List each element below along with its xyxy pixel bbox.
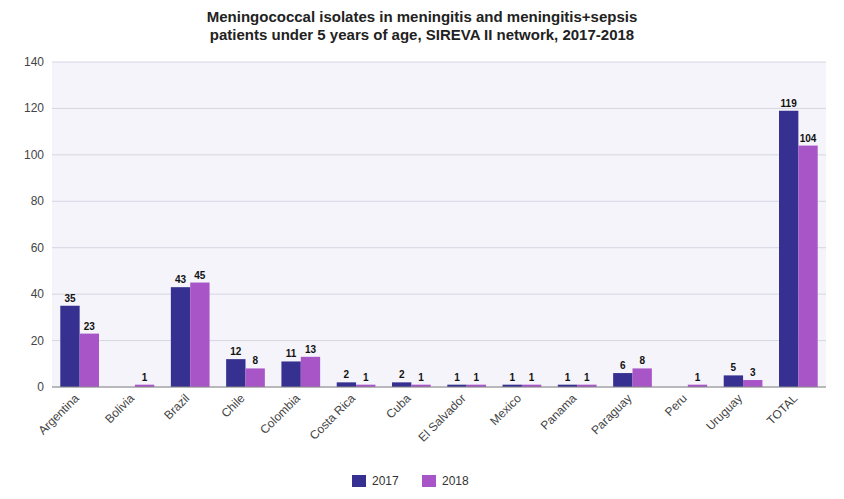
grid-line (52, 154, 826, 155)
data-labels: 3543121122111651192314581311111813104 (64, 98, 816, 383)
data-label: 35 (64, 293, 76, 304)
data-label: 1 (142, 372, 148, 383)
y-tick-label: 120 (24, 101, 44, 115)
title: Meningococcal isolates in meningitis and… (207, 8, 638, 43)
data-label: 1 (584, 372, 590, 383)
bar (190, 283, 209, 387)
legend: 2017 2018 (352, 474, 469, 488)
bar (60, 306, 79, 387)
x-tick-label: Argentina (36, 391, 82, 437)
x-axis-line (52, 387, 826, 388)
y-tick-label: 20 (31, 334, 45, 348)
bar (281, 361, 300, 387)
plot-background (52, 62, 826, 387)
x-tick-label: Chile (218, 391, 247, 420)
bar (633, 368, 652, 387)
grid-line (52, 340, 826, 341)
x-tick-label: Peru (662, 391, 690, 419)
data-label: 1 (509, 372, 515, 383)
data-label: 6 (620, 360, 626, 371)
bar (171, 287, 190, 387)
x-tick-label: Bolivia (102, 391, 137, 426)
bar (392, 382, 411, 387)
data-label: 8 (252, 355, 258, 366)
data-label: 104 (800, 133, 817, 144)
grid-line (52, 201, 826, 202)
bar (246, 368, 265, 387)
title-line: Meningococcal isolates in meningitis and… (207, 8, 638, 25)
y-tick-label: 60 (31, 241, 45, 255)
data-label: 5 (731, 362, 737, 373)
x-tick-label: Colombia (257, 391, 303, 437)
data-label: 2 (344, 369, 350, 380)
bar (80, 334, 99, 387)
bar (779, 111, 798, 387)
x-tick-label: Uruguay (703, 391, 745, 433)
chart: Meningococcal isolates in meningitis and… (0, 0, 844, 499)
data-label: 2 (399, 369, 405, 380)
data-label: 11 (286, 348, 297, 359)
y-tick-label: 80 (31, 194, 45, 208)
legend-swatch (352, 475, 366, 487)
y-tick-label: 40 (31, 287, 45, 301)
x-tick-label: Paraguay (588, 391, 634, 437)
legend-label: 2017 (372, 474, 399, 488)
x-tick-label: Panama (538, 391, 580, 433)
bar (724, 375, 743, 387)
bar (337, 382, 356, 387)
x-tick-label: TOTAL (764, 391, 801, 428)
data-label: 45 (194, 270, 206, 281)
data-label: 1 (454, 372, 460, 383)
x-tick-label: Costa Rica (307, 391, 359, 443)
grid-line (52, 294, 826, 295)
data-label: 12 (230, 346, 242, 357)
bar (226, 359, 245, 387)
data-label: 1 (474, 372, 480, 383)
legend-swatch (422, 475, 436, 487)
data-label: 23 (84, 321, 96, 332)
y-axis: 0 20 40 60 80 100 120 140 (24, 55, 826, 394)
grid-line (52, 108, 826, 109)
x-tick-label: Brazil (161, 391, 192, 422)
x-axis: Argentina Bolivia Brazil Chile ColombiaCosta… (36, 387, 826, 445)
grid-line (52, 247, 826, 248)
data-label: 8 (639, 355, 645, 366)
y-tick-label: 140 (24, 55, 44, 69)
x-tick-label: El Salvador (415, 391, 468, 444)
y-tick-label: 100 (24, 148, 44, 162)
x-tick-label: Cuba (383, 391, 413, 421)
bar (301, 357, 320, 387)
bar (743, 380, 762, 387)
data-label: 43 (175, 274, 187, 285)
bar (613, 373, 632, 387)
bars (60, 111, 817, 387)
y-tick-label: 0 (37, 380, 44, 394)
data-label: 1 (695, 372, 701, 383)
x-tick-label: Mexico (487, 391, 524, 428)
data-label: 1 (363, 372, 369, 383)
data-label: 13 (305, 344, 317, 355)
legend-label: 2018 (442, 474, 469, 488)
data-label: 1 (418, 372, 424, 383)
data-label: 1 (529, 372, 535, 383)
data-label: 1 (565, 372, 571, 383)
bar (798, 146, 817, 387)
data-label: 119 (781, 98, 798, 109)
grid-line (52, 62, 826, 63)
title-line: patients under 5 years of age, SIREVA II… (210, 26, 634, 43)
data-label: 3 (750, 367, 756, 378)
grid-line (52, 387, 826, 388)
